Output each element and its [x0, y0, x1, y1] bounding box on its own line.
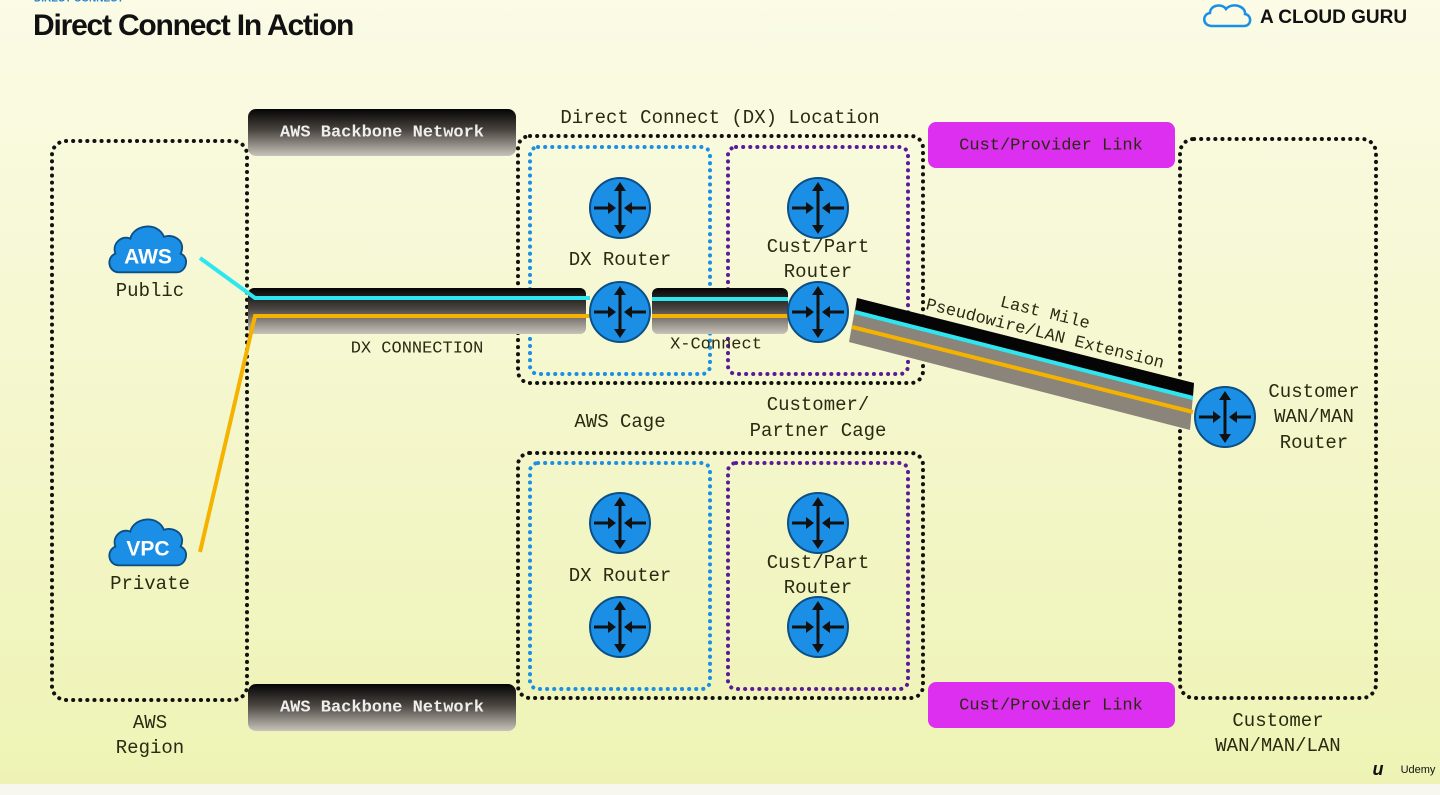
router-label: Router	[784, 577, 852, 599]
router	[786, 176, 850, 240]
aws-cage-label: AWS Cage	[574, 411, 665, 433]
udemy-label: Udemy	[1401, 764, 1436, 776]
provider-link-label: Cust/Provider Link	[959, 136, 1143, 155]
customer-router-label: Customer	[1268, 381, 1359, 403]
aws-cage-box	[528, 461, 712, 691]
customer-cage-box	[726, 461, 910, 691]
customer-cage-label: Customer/	[767, 394, 870, 416]
router	[588, 491, 652, 555]
provider-link-label: Cust/Provider Link	[959, 696, 1143, 715]
router	[588, 280, 652, 344]
brand: A CLOUD GURU	[1260, 7, 1407, 28]
router-label: DX Router	[569, 565, 672, 587]
router-label: Router	[784, 261, 852, 283]
backbone-label: AWS Backbone Network	[280, 698, 484, 717]
dx-location-box	[516, 134, 925, 385]
router	[786, 491, 850, 555]
cloud-label: VPC	[126, 538, 169, 561]
region-label: AWS	[133, 712, 167, 734]
region-label: Region	[116, 737, 184, 759]
private-path	[851, 325, 1194, 414]
customer-label: Customer	[1232, 710, 1323, 732]
bottom-strip	[0, 784, 1440, 795]
backbone-label: AWS Backbone Network	[280, 123, 484, 142]
x-connect-bar	[652, 288, 788, 334]
public-path	[854, 310, 1194, 400]
last-mile-bar-top	[855, 298, 1194, 396]
title: Direct Connect In Action	[33, 9, 353, 42]
x-connect-label: X-Connect	[670, 335, 762, 354]
public-path	[198, 256, 590, 300]
brand-logo	[1203, 4, 1252, 28]
customer-router-label: Router	[1280, 432, 1348, 454]
backbone-banner	[248, 684, 516, 731]
router-label: Cust/Part	[767, 236, 870, 258]
provider-link-banner	[928, 122, 1175, 168]
kicker: DIRECT CONNECT	[34, 0, 123, 5]
customer-cage-label: Partner Cage	[750, 420, 887, 442]
dx-location-title: Direct Connect (DX) Location	[560, 107, 879, 129]
router-label: Cust/Part	[767, 552, 870, 574]
public-label: Public	[116, 280, 184, 302]
private-label: Private	[110, 573, 190, 595]
customer-label: WAN/MAN/LAN	[1215, 735, 1340, 757]
router	[786, 280, 850, 344]
backbone-banner	[248, 109, 516, 156]
router	[786, 595, 850, 659]
lower-location-box	[516, 451, 925, 700]
router	[588, 595, 652, 659]
dx-connection-label: DX CONNECTION	[351, 339, 484, 358]
cloud-label: AWS	[124, 246, 172, 269]
private-path	[198, 314, 590, 553]
aws-cage-box	[528, 145, 712, 376]
router	[1193, 385, 1257, 449]
router-label: DX Router	[569, 249, 672, 271]
provider-link-banner	[928, 682, 1175, 728]
customer-router-label: WAN/MAN	[1274, 406, 1354, 428]
udemy-logo: u	[1373, 759, 1384, 779]
router	[588, 176, 652, 240]
customer-cage-box	[726, 145, 910, 376]
aws-region-box	[50, 139, 249, 702]
dx-connection-bar	[248, 288, 586, 334]
